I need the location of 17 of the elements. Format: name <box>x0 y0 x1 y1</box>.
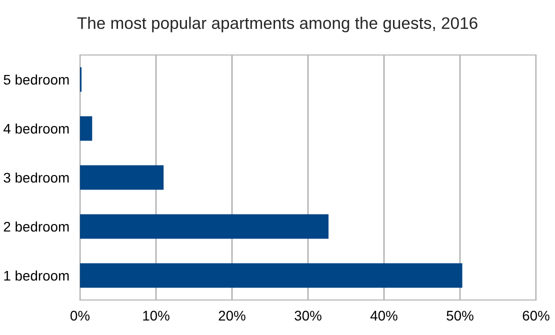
x-tick-label: 40% <box>370 310 398 321</box>
x-tick-label: 0% <box>70 310 90 321</box>
x-tick-label: 50% <box>446 310 474 321</box>
bar <box>80 165 164 190</box>
y-tick-label: 1 bedroom <box>4 270 69 281</box>
y-tick-label: 5 bedroom <box>4 74 69 85</box>
bar <box>80 116 92 141</box>
bar <box>80 214 329 239</box>
x-tick-label: 30% <box>294 310 322 321</box>
chart-title: The most popular apartments among the guests, 2016 <box>77 16 478 32</box>
bar <box>80 263 462 288</box>
x-tick-label: 60% <box>522 310 550 321</box>
x-tick-label: 10% <box>143 310 170 321</box>
x-tick-label: 20% <box>218 310 246 321</box>
y-tick-label: 2 bedroom <box>4 221 69 232</box>
y-tick-label: 3 bedroom <box>4 172 69 183</box>
y-tick-label: 4 bedroom <box>4 123 69 134</box>
